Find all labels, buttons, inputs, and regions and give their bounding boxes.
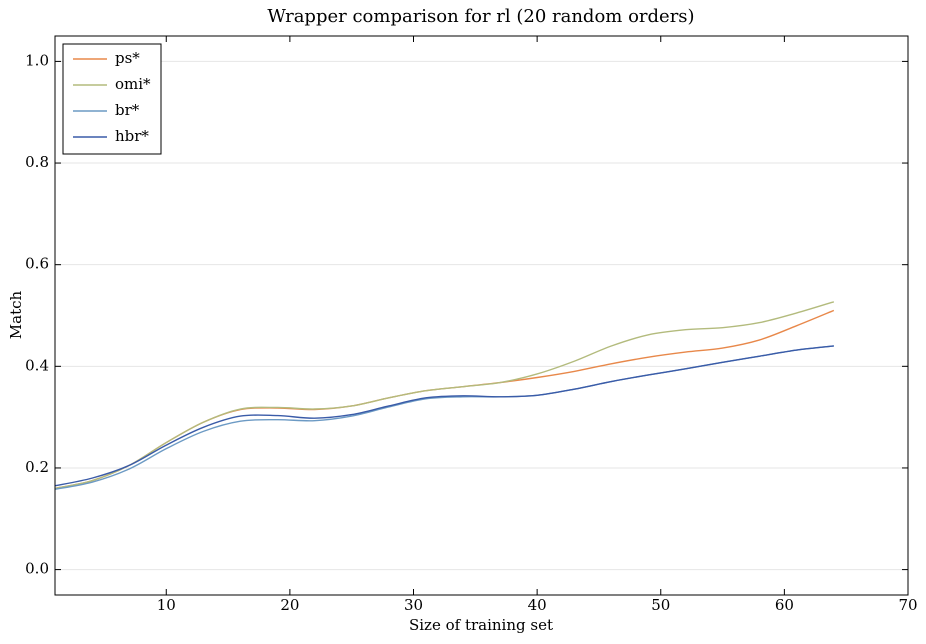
- plot-frame: [54, 35, 909, 596]
- x-tick-label: 60: [775, 596, 794, 614]
- x-axis-label: Size of training set: [409, 616, 553, 634]
- y-tick-label: 0.4: [25, 356, 49, 374]
- legend-label: hbr*: [115, 127, 149, 145]
- x-tick-label: 40: [528, 596, 547, 614]
- x-tick-label: 30: [404, 596, 423, 614]
- y-tick-label: 0.8: [25, 153, 49, 171]
- legend: ps* omi* br* hbr*: [62, 43, 162, 155]
- legend-label: ps*: [115, 49, 140, 67]
- y-tick-label: 0.2: [25, 458, 49, 476]
- y-tick-label: 0.0: [25, 560, 49, 578]
- legend-label: omi*: [115, 75, 151, 93]
- legend-label: br*: [115, 101, 140, 119]
- legend-box: [62, 43, 162, 155]
- data-line: [54, 301, 835, 489]
- x-tick-label: 50: [651, 596, 670, 614]
- y-axis-label: Match: [7, 290, 25, 339]
- data-line: [54, 309, 835, 489]
- y-tick-label: 1.0: [25, 51, 49, 69]
- y-tick-label: 0.6: [25, 255, 49, 273]
- data-line: [54, 345, 834, 487]
- chart-title: Wrapper comparison for rl (20 random ord…: [267, 6, 694, 27]
- x-tick-label: 70: [898, 596, 917, 614]
- x-tick-label: 20: [280, 596, 299, 614]
- x-tick-label: 10: [157, 596, 176, 614]
